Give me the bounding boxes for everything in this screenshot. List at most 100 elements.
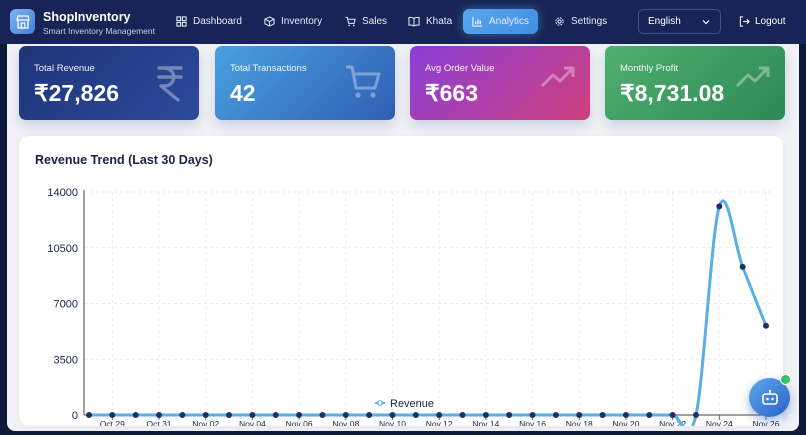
- x-tick-label: Nov 06: [286, 419, 313, 426]
- x-tick-label: Oct 31: [147, 419, 172, 426]
- nav-inventory[interactable]: Inventory: [256, 9, 330, 34]
- trending-up-icon: [735, 66, 770, 88]
- data-point: [249, 412, 256, 418]
- stat-value: ₹8,731.08: [620, 80, 725, 106]
- nav-inventory-label: Inventory: [281, 16, 323, 27]
- x-tick-label: Nov 02: [192, 419, 219, 426]
- chart-title: Revenue Trend (Last 30 Days): [35, 153, 213, 167]
- data-point: [296, 412, 303, 418]
- x-tick-label: Nov 24: [706, 419, 733, 426]
- revenue-trend-card: Revenue Trend (Last 30 Days) 0 3500 7000 10…: [19, 136, 783, 426]
- stat-card-avg-order-value: Avg Order Value ₹663: [410, 46, 590, 120]
- x-tick-label: Nov 12: [426, 419, 453, 426]
- data-point: [506, 412, 513, 418]
- data-point: [459, 412, 466, 418]
- logout-label: Logout: [755, 16, 786, 27]
- language-value: English: [648, 16, 681, 27]
- y-tick-label: 7000: [54, 299, 78, 311]
- data-point: [226, 412, 233, 418]
- x-tick-label: Nov 04: [239, 419, 266, 426]
- nav-dashboard[interactable]: Dashboard: [168, 9, 250, 34]
- data-point: [622, 412, 629, 418]
- x-tick-label: Nov 18: [566, 419, 593, 426]
- x-tick-label: Nov 20: [612, 419, 639, 426]
- data-point: [646, 412, 653, 418]
- bar-chart-icon: [472, 16, 483, 27]
- x-tick-label: Nov 26: [753, 419, 780, 426]
- data-point: [436, 412, 443, 418]
- x-tick-label: Nov 10: [379, 419, 406, 426]
- stat-value: 42: [230, 80, 256, 106]
- nav-analytics[interactable]: Analytics: [463, 9, 538, 34]
- y-tick-label: 10500: [47, 243, 78, 255]
- main-content: Total Revenue ₹27,826 Total Transactions…: [7, 44, 799, 431]
- stat-label: Total Transactions: [230, 63, 307, 74]
- data-point: [576, 412, 583, 418]
- stat-label: Avg Order Value: [425, 63, 495, 74]
- language-select[interactable]: English: [638, 9, 721, 34]
- nav-sales[interactable]: Sales: [337, 9, 395, 34]
- stat-value: ₹663: [425, 80, 479, 106]
- logout-button[interactable]: Logout: [739, 9, 786, 34]
- brand-subtitle: Smart Inventory Management: [43, 26, 155, 36]
- data-point: [389, 412, 396, 418]
- nav-khata[interactable]: Khata: [400, 9, 460, 34]
- stat-card-monthly-profit: Monthly Profit ₹8,731.08: [605, 46, 785, 120]
- data-point: [342, 412, 349, 418]
- data-point: [599, 412, 606, 418]
- data-point: [179, 412, 186, 418]
- data-point: [319, 412, 326, 418]
- data-point: [86, 412, 92, 418]
- x-tick-label: Nov 14: [472, 419, 499, 426]
- nav-sales-label: Sales: [362, 16, 388, 27]
- data-point: [109, 412, 116, 418]
- data-point: [132, 412, 139, 418]
- x-tick-label: Nov 22: [659, 419, 686, 426]
- nav-analytics-label: Analytics: [488, 16, 529, 27]
- revenue-trend-chart: 0 3500 7000 10500 14000 Oct 29 Oct 31 Nov 02 Nov…: [47, 187, 780, 426]
- data-point: [412, 412, 419, 418]
- data-point: [529, 412, 536, 418]
- data-point: [272, 412, 279, 418]
- y-tick-label: 0: [72, 410, 78, 422]
- box-icon: [264, 16, 275, 27]
- data-point: [692, 412, 699, 418]
- nav-settings[interactable]: Settings: [546, 9, 615, 34]
- brand-name[interactable]: ShopInventory: [43, 10, 131, 24]
- series-line: [89, 199, 768, 426]
- stat-label: Monthly Profit: [620, 63, 679, 74]
- store-logo-icon[interactable]: [10, 9, 35, 34]
- legend-marker: [377, 400, 383, 406]
- nav-dashboard-label: Dashboard: [193, 16, 242, 27]
- data-point: [202, 412, 209, 418]
- y-tick-label: 3500: [54, 354, 78, 366]
- y-tick-label: 14000: [47, 187, 78, 199]
- chevron-down-icon: [702, 20, 710, 25]
- book-icon: [408, 16, 420, 27]
- cart-icon: [346, 65, 381, 98]
- nav-settings-label: Settings: [571, 16, 608, 27]
- dashboard-icon: [176, 16, 187, 27]
- data-point: [716, 203, 723, 210]
- online-status-badge: [780, 374, 791, 385]
- nav-khata-label: Khata: [426, 16, 453, 27]
- data-point: [552, 412, 559, 418]
- x-tick-label: Nov 16: [519, 419, 546, 426]
- robot-icon: [761, 389, 778, 405]
- x-tick-label: Oct 29: [100, 419, 125, 426]
- data-point: [669, 412, 676, 418]
- trending-up-icon: [540, 66, 575, 88]
- stat-card-total-revenue: Total Revenue ₹27,826: [19, 46, 199, 120]
- data-point: [366, 412, 373, 418]
- data-point: [156, 412, 163, 418]
- data-point: [482, 412, 489, 418]
- top-navbar: ShopInventory Smart Inventory Management…: [0, 0, 806, 44]
- data-point: [763, 322, 769, 329]
- stat-label: Total Revenue: [34, 63, 95, 74]
- x-tick-label: Nov 08: [332, 419, 359, 426]
- legend-label: Revenue: [390, 398, 434, 410]
- data-point: [739, 263, 746, 270]
- stat-card-total-transactions: Total Transactions 42: [215, 46, 395, 120]
- cart-icon: [345, 16, 356, 27]
- rupee-icon: [157, 66, 183, 102]
